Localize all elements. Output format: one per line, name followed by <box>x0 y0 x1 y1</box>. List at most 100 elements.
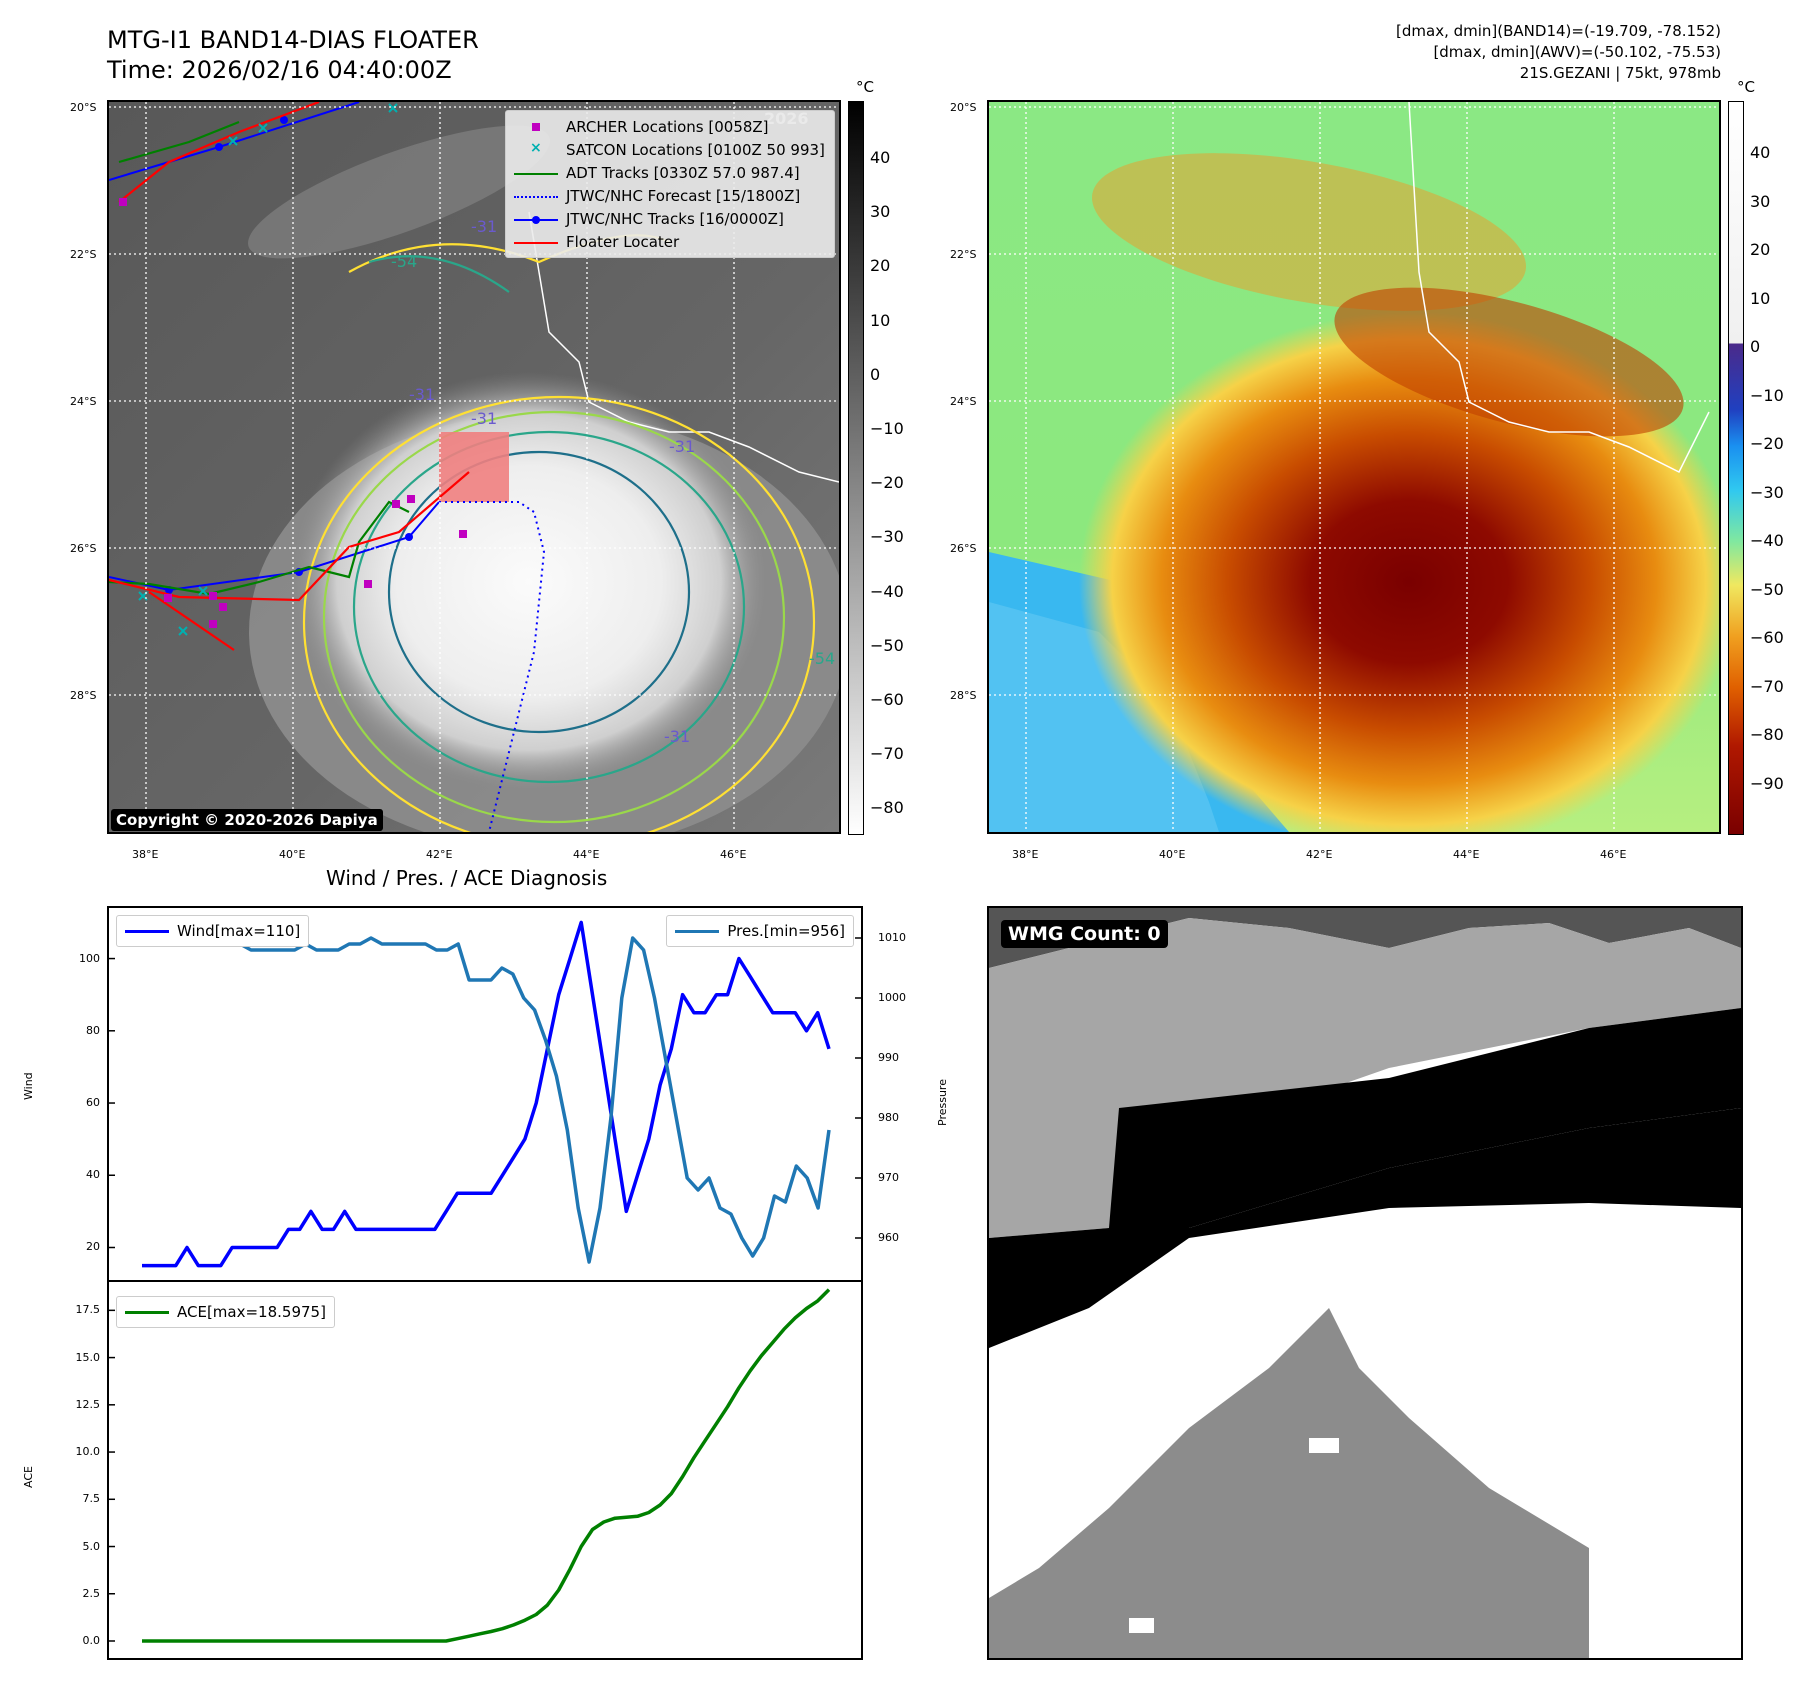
archer-marker <box>209 592 217 600</box>
colorbar-tick-label: −20 <box>1750 434 1784 453</box>
pressure-axis-label: Pressure <box>936 1079 949 1126</box>
ace-axis-label: ACE <box>22 1466 35 1488</box>
jtwc-point <box>405 533 413 541</box>
colorbar-tick-label: −60 <box>870 690 904 709</box>
satcon-marker <box>258 123 268 133</box>
legend-label: Pres.[min=956] <box>727 922 845 940</box>
colorbar-tick-label: 0 <box>1750 337 1761 356</box>
lon-label: 46°E <box>720 848 747 861</box>
floater-box <box>439 432 509 502</box>
wind-tick-label: 100 <box>79 951 100 965</box>
lat-label: 26°S <box>950 542 977 555</box>
map-legend: ARCHER Locations [0058Z] × SATCON Locati… <box>505 110 835 258</box>
jtwc-point <box>280 116 288 124</box>
info-storm: 21S.GEZANI | 75kt, 978mb <box>1519 64 1721 82</box>
lat-label: 22°S <box>70 248 97 261</box>
ace-tick-label: 17.5 <box>75 1303 101 1317</box>
contour-label: -31 <box>471 409 497 428</box>
lon-label: 40°E <box>1159 848 1186 861</box>
lon-label: 38°E <box>1012 848 1039 861</box>
pressure-tick-label: 970 <box>878 1171 899 1184</box>
contour-blue <box>387 450 691 734</box>
lon-label: 38°E <box>132 848 159 861</box>
solid-line-icon <box>514 241 558 244</box>
colorbar-tick-label: 30 <box>870 202 891 222</box>
colorbar-tick-label: −60 <box>1750 628 1784 647</box>
colorbar-tick-label: 40 <box>1750 143 1771 162</box>
cold-core <box>1079 312 1719 832</box>
colorbar-unit: °C <box>856 78 874 96</box>
legend-label: ADT Tracks [0330Z 57.0 987.4] <box>566 163 800 182</box>
wmg-panel: WMG Count: 0 <box>987 906 1743 1660</box>
legend-label: Floater Locater <box>566 232 680 251</box>
archer-marker <box>164 594 172 602</box>
archer-marker <box>392 500 400 508</box>
legend-label: JTWC/NHC Tracks [16/0000Z] <box>566 209 784 228</box>
ace-tick-label: 7.5 <box>82 1492 101 1506</box>
wmg-region-black <box>1109 1008 1741 1228</box>
info-band14-range: [dmax, dmin](BAND14)=(-19.709, -78.152) <box>1396 22 1721 40</box>
pressure-legend: Pres.[min=956] <box>666 915 854 947</box>
dotted-line-icon <box>514 195 558 198</box>
colorbar-tick-label: −30 <box>870 527 904 547</box>
info-awv-range: [dmax, dmin](AWV)=(-50.102, -75.53) <box>1433 43 1721 61</box>
contour-north-teal <box>368 255 510 293</box>
wind-tick-label: 20 <box>86 1240 100 1254</box>
colorbar-tick-label: −70 <box>1750 676 1784 696</box>
wmg-region-light <box>989 918 1741 1238</box>
lat-label: 24°S <box>950 395 977 408</box>
legend-label: ARCHER Locations [0058Z] <box>566 117 769 136</box>
archer-marker <box>209 620 217 628</box>
ace-legend: ACE[max=18.5975] <box>116 1296 335 1328</box>
lon-label: 42°E <box>1306 848 1333 861</box>
contour-label: -54 <box>809 649 835 668</box>
colorbar-tick-label: −80 <box>1750 725 1784 744</box>
ace-chart: ACE[max=18.5975] <box>107 1280 863 1660</box>
colorbar-tick-label: 20 <box>1750 240 1771 259</box>
colorbar-tick-label: −30 <box>1750 482 1784 502</box>
legend-label: Wind[max=110] <box>177 922 301 940</box>
lat-label: 28°S <box>70 689 97 702</box>
colorbar-unit: °C <box>1737 78 1755 96</box>
pressure-series-line <box>142 930 831 1264</box>
wind-tick-label: 80 <box>86 1023 100 1037</box>
colorbar-tick-label: −90 <box>1750 773 1784 793</box>
wind-pressure-chart: Wind[max=110] Pres.[min=956] <box>107 906 863 1282</box>
legend-label: JTWC/NHC Forecast [15/1800Z] <box>566 186 801 205</box>
x-marker-icon: × <box>530 139 542 156</box>
lat-label: 26°S <box>70 542 97 555</box>
forecast-track <box>439 501 546 832</box>
archer-marker <box>219 603 227 611</box>
pressure-tick-label: 980 <box>878 1111 899 1124</box>
colorbar-tick-label: 20 <box>870 256 891 276</box>
lat-label: 20°S <box>950 101 977 114</box>
wind-legend: Wind[max=110] <box>116 915 310 947</box>
contour-label: -31 <box>471 217 497 236</box>
contour-label: -54 <box>391 252 417 271</box>
legend-label: SATCON Locations [0100Z 50 993] <box>566 140 825 159</box>
satcon-marker <box>388 103 398 113</box>
legend-item-jtwc: JTWC/NHC Tracks [16/0000Z] <box>514 207 826 230</box>
awv-map-svg <box>989 102 1719 832</box>
jtwc-point <box>215 143 223 151</box>
contour-lightgreen <box>322 410 786 824</box>
coastline <box>528 211 839 483</box>
legend-item-floater: Floater Locater <box>514 230 826 253</box>
colorbar-tick-label: −50 <box>870 635 904 655</box>
ace-tick-label: 15.0 <box>75 1350 101 1364</box>
ace-tick-label: 2.5 <box>82 1586 101 1600</box>
wind-tick-label: 60 <box>86 1096 100 1110</box>
satcon-marker <box>178 626 188 636</box>
colorbar-tick-label: 0 <box>870 364 881 384</box>
solid-line-icon <box>514 172 558 175</box>
ace-svg <box>109 1288 831 1643</box>
solid-line-icon <box>125 1311 169 1314</box>
legend-item-forecast: JTWC/NHC Forecast [15/1800Z] <box>514 184 826 207</box>
solid-line-icon <box>125 930 169 933</box>
color-colorbar <box>1728 101 1744 835</box>
ace-tick-label: 5.0 <box>82 1539 101 1553</box>
wind-tick-label: 40 <box>86 1168 100 1182</box>
pressure-tick-label: 1010 <box>878 931 906 944</box>
pressure-tick-label: 960 <box>878 1231 899 1244</box>
colorbar-tick-label: −40 <box>1750 531 1784 550</box>
